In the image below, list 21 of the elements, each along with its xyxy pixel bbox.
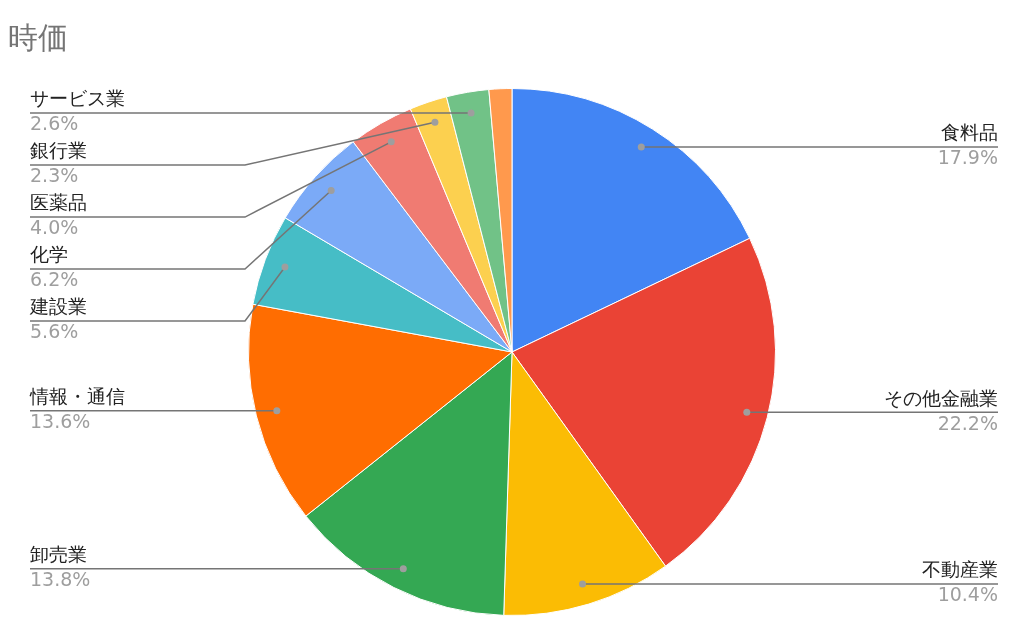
slice-label: 卸売業	[30, 543, 87, 566]
data-label: 2.6%	[30, 112, 79, 135]
slice-label: サービス業	[30, 87, 125, 110]
data-label: 13.8%	[30, 568, 91, 591]
data-label: 2.3%	[30, 164, 79, 187]
slice-label: 医薬品	[30, 191, 87, 214]
slice-label: 情報・通信	[29, 385, 125, 408]
data-label: 5.6%	[30, 320, 79, 343]
data-label: 4.0%	[30, 216, 79, 239]
slice-label: 銀行業	[30, 139, 87, 162]
slice-label: 化学	[30, 243, 68, 266]
data-label: 13.6%	[30, 410, 91, 433]
slice-label: 不動産業	[922, 558, 998, 581]
slice-label: 食料品	[941, 121, 998, 144]
data-label: 22.2%	[937, 411, 998, 434]
data-label: 17.9%	[937, 146, 998, 169]
data-label: 10.4%	[937, 583, 998, 606]
slice-label: 建設業	[29, 295, 87, 318]
data-label: 6.2%	[30, 268, 79, 291]
slice-label: その他金融業	[884, 386, 998, 409]
chart-title: 時価	[8, 19, 68, 55]
